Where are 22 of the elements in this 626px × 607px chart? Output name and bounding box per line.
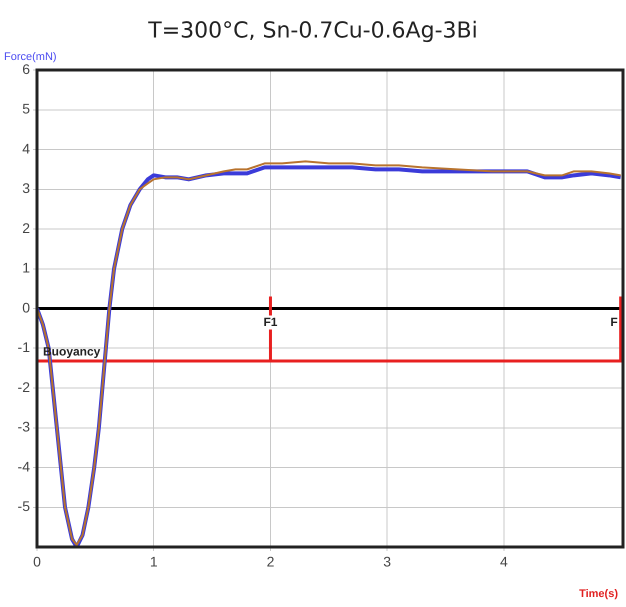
y-tick-label: -2 [18,378,30,395]
x-tick-label: 1 [150,553,158,570]
y-tick-label: 5 [22,100,30,117]
y-tick-label: 2 [22,220,30,236]
x-tick-label: 4 [500,553,508,570]
ref-line-label: F1 [263,314,278,329]
y-tick-label: -3 [18,418,30,435]
x-tick-label: 3 [383,553,392,570]
x-axis-title: Time(s) [579,588,618,600]
x-tick-label: 0 [33,553,42,570]
y-tick-label: -1 [18,339,30,356]
y-axis-title: Force(mN) [4,51,57,64]
y-tick-label: 0 [22,299,30,316]
y-tick-label: 4 [22,140,30,156]
y-tick-label: 1 [22,260,30,276]
chart-title: T=300°C, Sn-0.7Cu-0.6Ag-3Bi [147,18,478,44]
x-tick-label: 2 [266,553,275,570]
y-tick-label: -5 [18,498,30,514]
y-tick-label: -4 [18,458,30,474]
y-tick-label: 3 [22,180,30,196]
y-tick-label: 6 [22,60,30,77]
ref-line-label: F [610,314,618,329]
